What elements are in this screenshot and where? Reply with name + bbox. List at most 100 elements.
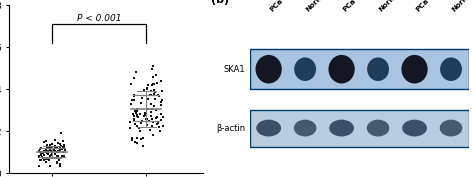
Point [43, 151, 50, 154]
Point [138, 120, 146, 122]
Point [131, 122, 138, 125]
Point [138, 96, 146, 99]
Point [53, 155, 61, 158]
Point [157, 80, 164, 82]
Point [47, 153, 55, 156]
Point [145, 84, 152, 87]
Point [42, 151, 49, 154]
Point [142, 117, 149, 120]
Point [133, 137, 140, 139]
Point [131, 141, 138, 144]
Point [48, 150, 55, 153]
Point [133, 142, 140, 145]
Point [158, 98, 166, 101]
Point [135, 116, 142, 119]
Point [59, 139, 67, 142]
Point [59, 151, 67, 154]
Point [56, 165, 64, 168]
Point [152, 74, 160, 76]
Point [51, 145, 59, 148]
Point [128, 139, 136, 141]
Point [44, 152, 52, 155]
Point [134, 109, 141, 112]
Point [60, 146, 67, 149]
Point [59, 146, 67, 149]
Point [141, 114, 148, 117]
Point [147, 111, 155, 113]
Point [40, 154, 47, 156]
Point [40, 140, 48, 143]
Point [130, 119, 138, 122]
Point [42, 139, 50, 142]
Point [44, 146, 51, 149]
Point [55, 150, 62, 153]
Point [54, 150, 61, 153]
Point [54, 154, 61, 157]
Point [156, 130, 164, 133]
Point [144, 86, 151, 89]
Point [40, 159, 47, 162]
Point [149, 65, 157, 68]
Point [146, 93, 154, 96]
Point [46, 165, 54, 167]
Point [149, 84, 156, 87]
Point [40, 154, 48, 157]
Point [157, 103, 165, 106]
Point [44, 157, 51, 160]
Point [143, 87, 151, 90]
Point [137, 102, 145, 105]
Point [48, 147, 55, 149]
Point [133, 107, 140, 110]
Point [43, 147, 51, 150]
Point [53, 155, 61, 158]
Point [38, 154, 46, 157]
Point [58, 155, 66, 158]
Point [145, 119, 153, 122]
Point [61, 149, 69, 152]
Text: P < 0.001: P < 0.001 [77, 14, 121, 23]
Point [55, 151, 63, 154]
Point [36, 158, 44, 161]
Point [44, 149, 52, 152]
Point [41, 156, 49, 159]
Point [42, 160, 50, 163]
Point [56, 148, 64, 151]
Point [144, 107, 152, 110]
Point [129, 113, 137, 115]
Point [140, 114, 148, 117]
Point [46, 148, 54, 151]
Point [48, 143, 56, 146]
Point [36, 150, 43, 153]
Point [142, 112, 150, 115]
Point [61, 155, 68, 158]
Point [35, 165, 43, 168]
Point [36, 150, 44, 153]
Point [36, 154, 43, 157]
Point [42, 149, 50, 151]
Point [155, 125, 163, 128]
Point [157, 118, 164, 121]
Point [39, 157, 46, 159]
Point [56, 143, 64, 146]
Point [147, 93, 155, 96]
Point [56, 143, 64, 146]
Point [128, 102, 135, 105]
Point [55, 158, 63, 161]
Point [150, 88, 158, 91]
Point [154, 116, 161, 119]
Point [35, 155, 43, 158]
Point [159, 115, 166, 118]
Text: (b): (b) [210, 0, 229, 5]
Point [56, 163, 64, 166]
Point [144, 97, 152, 100]
Point [60, 146, 67, 149]
Point [158, 90, 165, 93]
Point [142, 112, 149, 114]
Point [53, 147, 61, 150]
Point [133, 115, 140, 118]
Point [157, 113, 164, 115]
Point [37, 159, 45, 161]
Point [128, 136, 136, 139]
Point [137, 121, 145, 124]
Point [40, 157, 47, 160]
